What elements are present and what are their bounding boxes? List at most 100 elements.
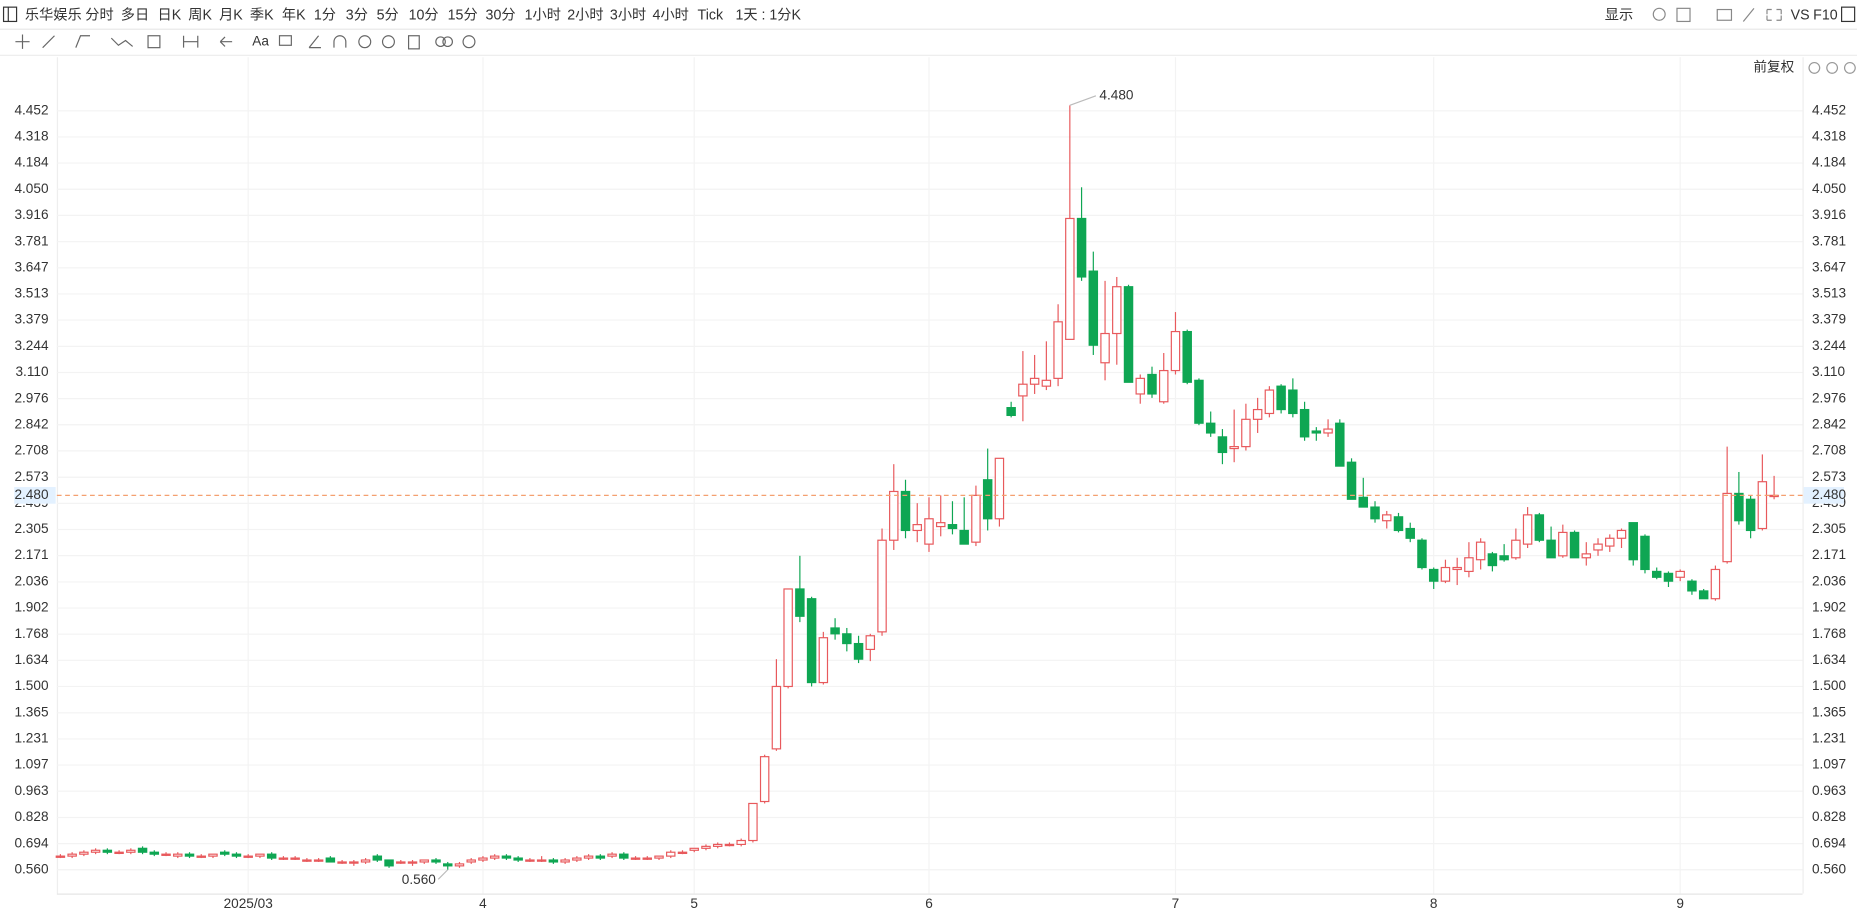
y-tick-label-right: 3.513 [1812,286,1846,301]
zoom-in[interactable] [1843,61,1856,74]
compare-tool[interactable] [435,36,446,48]
period-tab[interactable]: 4小时 [653,6,689,23]
period-tab[interactable]: 3小时 [610,6,646,23]
y-tick-label: 3.244 [14,338,48,353]
candle-body [818,637,829,684]
candle-body [208,853,218,857]
zoom-out[interactable] [1826,61,1839,74]
candle-body [407,861,418,864]
y-tick-label: 3.513 [14,286,48,301]
header-action[interactable]: 显示 [1605,7,1633,23]
arrow-tool[interactable] [219,36,233,47]
period-tab[interactable]: 月K [219,7,243,23]
candle-body [137,847,148,853]
hide-tool[interactable] [381,35,395,49]
candle-body [1217,436,1228,454]
period-tab[interactable]: 1天 : 1分K [735,6,801,23]
period-tab[interactable]: 5分 [377,6,399,23]
text-tool[interactable]: Aa [252,33,269,48]
period-tab[interactable]: 日K [158,7,182,23]
y-tick-label: 2.976 [14,390,48,405]
fullscreen-icon[interactable] [1766,8,1782,21]
tool-settings[interactable] [462,35,476,49]
channel-tool[interactable] [75,35,91,48]
candle-body [842,633,852,645]
period-tab[interactable]: 30分 [486,6,516,23]
period-tab[interactable]: Tick [698,7,724,23]
candle-body [1640,535,1650,571]
candle-body [1182,330,1192,383]
header-action[interactable]: F10 [1813,7,1838,23]
magnet-tool[interactable] [333,35,347,48]
candle-body [102,849,113,853]
period-tab[interactable]: 15分 [448,6,478,23]
period-tab[interactable]: 1小时 [525,6,561,23]
period-tab[interactable]: 3分 [346,6,368,23]
candle-body [701,845,711,849]
candle-body [1299,408,1310,438]
y-tick-label: 1.634 [14,652,48,667]
candle-body [360,859,371,863]
move-tool[interactable] [15,34,30,49]
sidebar-icon[interactable] [2,6,18,23]
candle-body [630,857,641,860]
period-tab[interactable]: 1分 [314,6,336,23]
y-tick-label-right: 2.036 [1812,574,1846,589]
y-tick-label-right: 2.305 [1812,521,1846,536]
wave-tool[interactable] [110,37,134,47]
min-leader [437,869,449,880]
settings-icon[interactable] [1652,7,1666,21]
candle-body [1335,422,1345,467]
candle-body [1464,557,1474,573]
y-tick-label: 1.231 [14,731,48,746]
y-tick-label-right: 0.694 [1812,835,1846,850]
measure-tool[interactable] [147,35,161,49]
angle-tool[interactable] [308,35,321,49]
candle-body [1229,446,1239,450]
period-tab[interactable]: 分时 [85,6,113,23]
candle-body [1358,496,1369,508]
candle-body [1452,566,1462,571]
candle-body [302,859,312,862]
header-action[interactable]: VS [1791,7,1810,23]
delete-tool[interactable] [407,35,420,50]
y-tick-label-right: 1.231 [1812,731,1846,746]
y-tick-label: 2.708 [14,442,48,457]
period-tab[interactable]: 周K [188,7,212,23]
candle-body [959,529,969,545]
camera-icon[interactable] [1716,8,1733,21]
period-tab[interactable]: 年K [282,6,306,23]
period-tab[interactable]: 多日 [121,6,149,23]
candle-body [1628,522,1638,561]
candle-body [677,851,688,855]
candle-body [548,859,559,863]
reset-zoom[interactable] [1808,61,1821,74]
period-tab[interactable]: 10分 [409,6,439,23]
pen-icon[interactable] [1742,7,1755,22]
adjust-mode[interactable]: 前复权 [1753,58,1794,74]
right-tools [1652,6,1856,23]
stock-name[interactable]: 乐华娱乐 [25,6,82,23]
candle-body [1522,514,1533,545]
candle-body [982,479,993,520]
range-tool[interactable] [182,35,199,48]
candle-body [912,524,922,532]
layout-icon[interactable] [1676,7,1691,23]
y-tick-label-right: 3.379 [1812,312,1846,327]
candle-body [1757,481,1768,530]
candle-body [748,802,758,842]
lock-tool[interactable] [358,35,372,49]
period-tab[interactable]: 2小时 [567,6,603,23]
candle-body [1511,539,1521,559]
note-tool[interactable] [278,35,292,46]
line-tool[interactable] [42,35,55,49]
panel-icon[interactable] [1841,6,1856,23]
candle-body [994,457,1005,520]
y-tick-label: 1.097 [14,757,48,772]
candle-body [1135,377,1146,395]
candle-body [1605,537,1615,547]
y-tick-label-right: 1.365 [1812,704,1846,719]
period-tab[interactable]: 季K [250,6,274,23]
candle-body [1687,580,1697,592]
candle-body [1053,321,1063,379]
